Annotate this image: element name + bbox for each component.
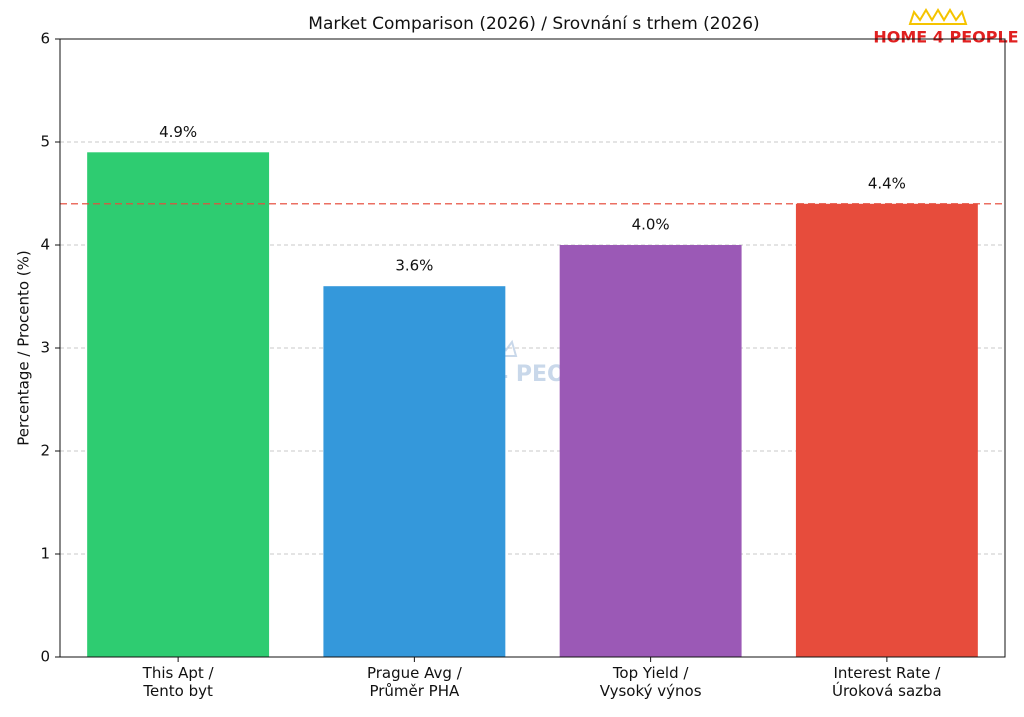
value-label: 4.4% xyxy=(868,174,906,192)
y-axis-label: Percentage / Procento (%) xyxy=(15,250,33,446)
x-tick-label: Prague Avg / Průměr PHA xyxy=(366,664,462,700)
y-tick-label: 3 xyxy=(40,339,50,357)
bar xyxy=(87,152,270,658)
x-tick-label: Interest Rate / Úroková sazba xyxy=(831,664,942,700)
x-tick-label: Top Yield / Vysoký výnos xyxy=(599,664,702,700)
x-tick-label: This Apt / Tento byt xyxy=(142,664,214,700)
y-tick-label: 6 xyxy=(40,30,50,48)
bar xyxy=(323,286,506,657)
plot-frame xyxy=(59,38,1006,658)
value-label: 4.9% xyxy=(159,123,197,141)
value-label: 3.6% xyxy=(395,257,433,275)
y-tick-label: 0 xyxy=(40,648,50,666)
y-tick-label: 5 xyxy=(40,133,50,151)
bar xyxy=(559,245,742,657)
value-label: 4.0% xyxy=(632,216,670,234)
y-tick-label: 2 xyxy=(40,442,50,460)
y-tick-label: 4 xyxy=(40,236,50,254)
logo-icon xyxy=(908,8,968,25)
logo: HOME 4 PEOPLE xyxy=(873,28,1018,47)
chart-title: Market Comparison (2026) / Srovnání s tr… xyxy=(308,14,759,34)
bar xyxy=(795,203,978,658)
y-tick-label: 1 xyxy=(40,545,50,563)
